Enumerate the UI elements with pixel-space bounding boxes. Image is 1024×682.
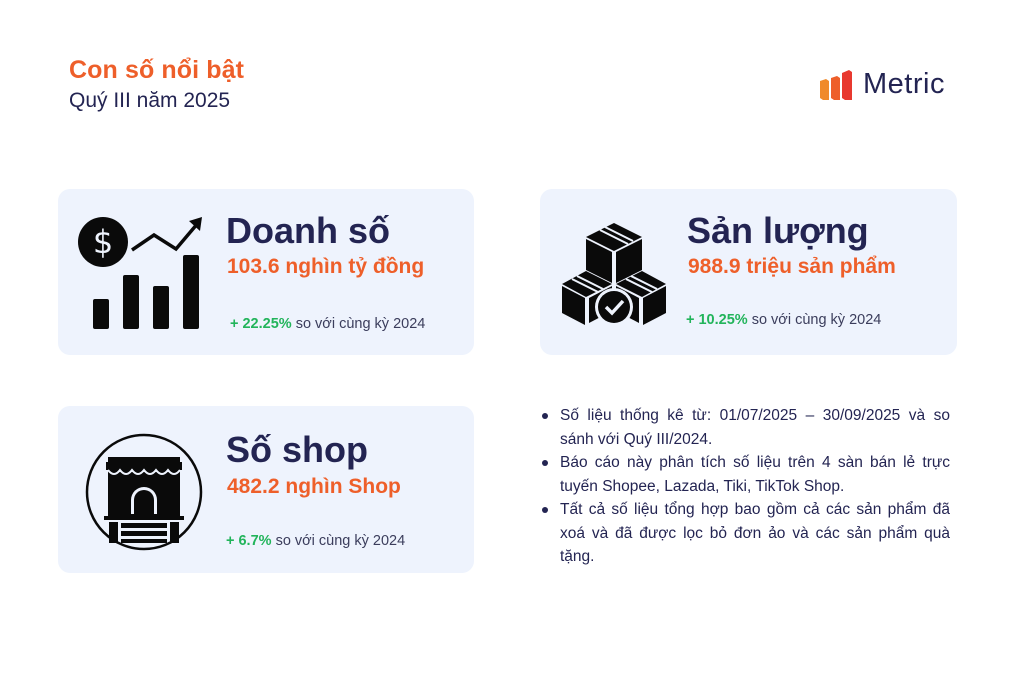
card-delta: + 10.25% so với cùng kỳ 2024	[686, 312, 881, 328]
note-text: Số liệu thống kê từ: 01/07/2025 – 30/09/…	[560, 407, 950, 448]
brand-logo: Metric	[818, 68, 945, 101]
bullet-icon	[542, 507, 548, 513]
card-value: 482.2 nghìn Shop	[227, 475, 401, 498]
card-title: Doanh số	[226, 210, 391, 251]
note-text: Tất cả số liệu tổng hợp bao gồm cả các s…	[560, 501, 950, 565]
page-title: Con số nổi bật	[69, 56, 244, 84]
brand-name: Metric	[863, 68, 945, 100]
revenue-growth-icon: $	[78, 217, 202, 329]
note-item: Tất cả số liệu tổng hợp bao gồm cả các s…	[540, 498, 950, 569]
note-text: Báo cáo này phân tích số liệu trên 4 sàn…	[560, 454, 950, 495]
bar-chart-logo-icon	[820, 69, 852, 100]
growth-percent: + 10.25%	[686, 312, 748, 328]
card-title: Sản lượng	[687, 210, 869, 251]
card-delta: + 22.25% so với cùng kỳ 2024	[230, 316, 425, 332]
bullet-icon	[542, 460, 548, 466]
comparison-text: so với cùng kỳ 2024	[291, 316, 426, 332]
note-item: Số liệu thống kê từ: 01/07/2025 – 30/09/…	[540, 404, 950, 451]
svg-text:$: $	[93, 223, 113, 261]
card-title: Số shop	[226, 429, 368, 470]
page-subtitle: Quý III năm 2025	[69, 89, 231, 112]
comparison-text: so với cùng kỳ 2024	[747, 312, 882, 328]
card-volume: Sản lượng 988.9 triệu sản phẩm + 10.25% …	[540, 189, 957, 355]
notes-list: Số liệu thống kê từ: 01/07/2025 – 30/09/…	[540, 404, 950, 569]
bullet-icon	[542, 413, 548, 419]
growth-percent: + 6.7%	[226, 533, 272, 549]
card-delta: + 6.7% so với cùng kỳ 2024	[226, 533, 405, 549]
boxes-check-icon	[562, 223, 666, 326]
card-value: 988.9 triệu sản phẩm	[688, 255, 896, 278]
growth-percent: + 22.25%	[230, 316, 292, 332]
card-shops: Số shop 482.2 nghìn Shop + 6.7% so với c…	[58, 406, 474, 573]
note-item: Báo cáo này phân tích số liệu trên 4 sàn…	[540, 451, 950, 498]
storefront-icon	[85, 433, 203, 551]
comparison-text: so với cùng kỳ 2024	[271, 533, 406, 549]
card-revenue: $ Doanh số 103.6 nghìn tỷ đồng + 22.25% …	[58, 189, 474, 355]
card-value: 103.6 nghìn tỷ đồng	[227, 255, 425, 278]
